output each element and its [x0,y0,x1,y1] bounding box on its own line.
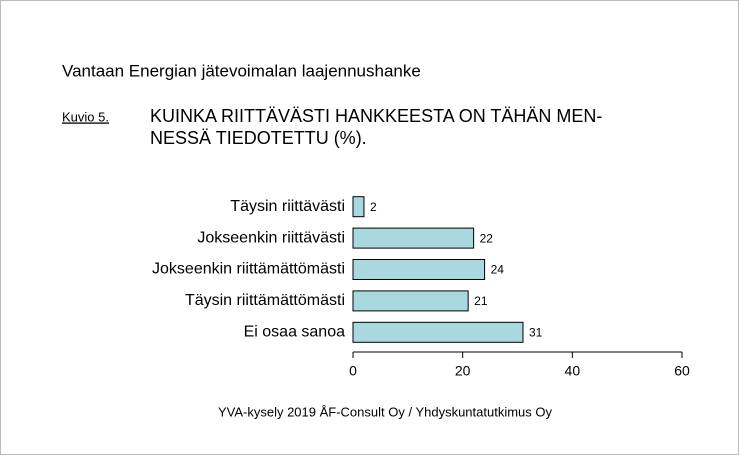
y-tick-label: Jokseenkin riittämättömästi [152,261,345,278]
bar [352,227,475,249]
bar [352,321,524,343]
header: Vantaan Energian jätevoimalan laajennush… [62,61,421,80]
y-tick-label: Ei osaa sanoa [244,324,346,341]
chart-title: NESSÄ TIEDOTETTU (%). [150,128,367,148]
y-tick-label: Jokseenkin riittävästi [197,229,345,246]
x-tick-label: 60 [674,363,690,379]
x-tick-label: 20 [455,363,471,379]
chart-title: KUINKA RIITTÄVÄSTI HANKKEESTA ON TÄHÄN M… [150,106,602,126]
source: YVA-kysely 2019 ÅF-Consult Oy / Yhdyskun… [218,404,553,419]
figure-label: Kuvio 5. [62,109,109,124]
x-tick-label: 40 [565,363,581,379]
value-label: 2 [370,200,377,214]
value-label: 24 [491,263,505,277]
value-label: 22 [480,231,494,245]
bar [352,290,469,312]
x-tick-label: 0 [349,363,357,379]
value-label: 21 [474,294,488,308]
bar [352,259,486,280]
value-label: 31 [529,325,543,339]
y-tick-label: Täysin riittävästi [230,198,345,215]
bar [352,196,365,218]
y-tick-label: Täysin riittämättömästi [185,292,345,309]
